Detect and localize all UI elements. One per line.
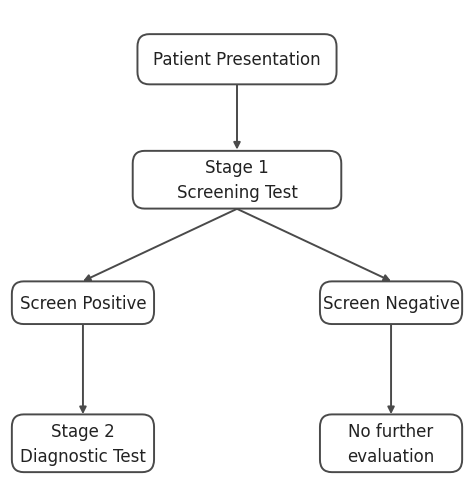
FancyBboxPatch shape: [12, 414, 154, 472]
FancyBboxPatch shape: [133, 151, 341, 209]
Text: Patient Presentation: Patient Presentation: [153, 51, 321, 69]
Text: Screen Negative: Screen Negative: [322, 294, 460, 312]
Text: Stage 1
Screening Test: Stage 1 Screening Test: [176, 159, 298, 202]
Text: Stage 2
Diagnostic Test: Stage 2 Diagnostic Test: [20, 422, 146, 465]
FancyBboxPatch shape: [320, 414, 462, 472]
FancyBboxPatch shape: [320, 282, 462, 325]
Text: No further
evaluation: No further evaluation: [347, 422, 435, 465]
Text: Screen Positive: Screen Positive: [19, 294, 146, 312]
FancyBboxPatch shape: [137, 35, 337, 85]
FancyBboxPatch shape: [12, 282, 154, 325]
